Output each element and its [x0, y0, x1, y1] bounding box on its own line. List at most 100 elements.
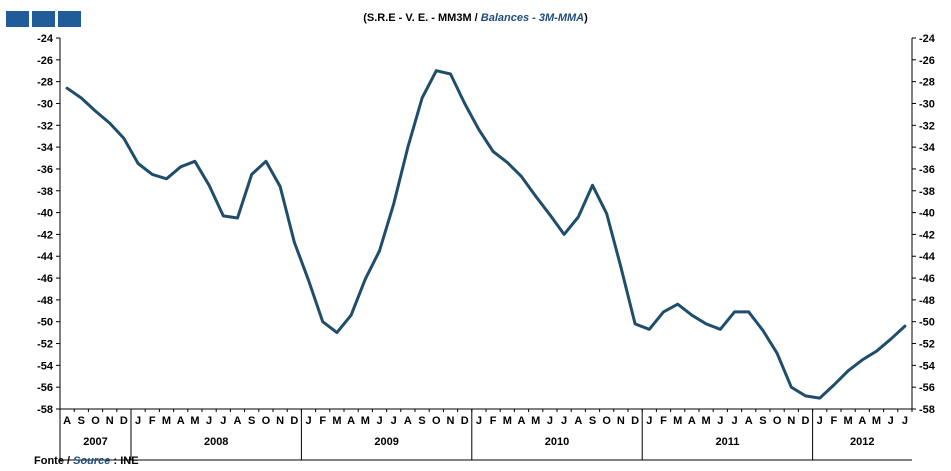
year-label: 2012 [850, 436, 874, 448]
y-tick-label-left: -40 [37, 208, 53, 220]
month-label: F [319, 415, 326, 427]
month-label: A [347, 415, 355, 427]
month-label: F [660, 415, 667, 427]
month-label: A [518, 415, 526, 427]
y-tick-label-right: -54 [919, 360, 936, 372]
y-tick-label-left: -24 [37, 33, 54, 45]
month-label: J [547, 415, 553, 427]
month-label: O [262, 415, 271, 427]
month-label: J [731, 415, 737, 427]
month-label: A [574, 415, 582, 427]
chart-title-close: ) [584, 12, 588, 24]
month-label: J [206, 415, 212, 427]
y-tick-label-right: -32 [919, 120, 935, 132]
y-tick-label-right: -36 [919, 164, 935, 176]
logo-block-3 [58, 11, 81, 27]
month-label: N [276, 415, 284, 427]
month-label: J [888, 415, 894, 427]
y-tick-label-right: -48 [919, 295, 935, 307]
source-separator: : [110, 455, 121, 467]
month-label: A [63, 415, 71, 427]
month-label: S [418, 415, 425, 427]
source-value: INE [120, 455, 139, 467]
source-label-en: Source [73, 455, 111, 467]
month-label: J [646, 415, 652, 427]
y-tick-label-left: -28 [37, 77, 53, 89]
y-tick-label-right: -50 [919, 317, 935, 329]
month-label: D [290, 415, 298, 427]
month-label: N [617, 415, 625, 427]
month-label: J [391, 415, 397, 427]
month-label: M [361, 415, 370, 427]
month-label: M [503, 415, 512, 427]
y-tick-label-left: -48 [37, 295, 53, 307]
month-label: F [831, 415, 838, 427]
month-label: D [120, 415, 128, 427]
y-tick-label-left: -30 [37, 98, 53, 110]
month-label: A [745, 415, 753, 427]
y-tick-label-left: -34 [37, 142, 54, 154]
month-label: D [802, 415, 810, 427]
logo-block-2 [32, 11, 55, 27]
month-label: J [220, 415, 226, 427]
y-tick-label-left: -26 [37, 55, 53, 67]
month-label: F [149, 415, 156, 427]
y-tick-label-right: -30 [919, 98, 935, 110]
month-label: M [190, 415, 199, 427]
month-label: M [702, 415, 711, 427]
month-label: F [490, 415, 497, 427]
month-label: A [234, 415, 242, 427]
y-tick-label-right: -44 [919, 251, 936, 263]
month-label: D [461, 415, 469, 427]
year-label: 2008 [204, 436, 228, 448]
y-tick-label-left: -42 [37, 229, 53, 241]
month-label: A [688, 415, 696, 427]
publisher-logo [6, 11, 81, 27]
month-label: J [817, 415, 823, 427]
month-label: J [476, 415, 482, 427]
year-label: 2011 [715, 436, 739, 448]
month-label: A [177, 415, 185, 427]
y-tick-label-right: -34 [919, 142, 936, 154]
month-label: S [78, 415, 85, 427]
y-tick-label-right: -28 [919, 77, 935, 89]
chart-title: (S.R.E - V. E. - MM3M / Balances - 3M-MM… [0, 12, 951, 24]
year-label: 2007 [83, 436, 107, 448]
y-tick-label-right: -58 [919, 404, 935, 416]
y-tick-label-left: -54 [37, 360, 54, 372]
month-label: S [759, 415, 766, 427]
month-label: J [717, 415, 723, 427]
month-label: S [248, 415, 255, 427]
month-label: N [447, 415, 455, 427]
source-note: Fonte / Source : INE [34, 455, 139, 467]
y-tick-label-right: -26 [919, 55, 935, 67]
y-tick-label-right: -46 [919, 273, 935, 285]
y-tick-label-right: -40 [919, 208, 935, 220]
logo-block-1 [6, 11, 29, 27]
y-tick-label-left: -36 [37, 164, 53, 176]
month-label: S [589, 415, 596, 427]
source-label-pt: Fonte / [34, 455, 74, 467]
month-label: J [902, 415, 908, 427]
month-label: A [404, 415, 412, 427]
y-tick-label-left: -58 [37, 404, 53, 416]
month-label: M [162, 415, 171, 427]
y-tick-label-right: -38 [919, 186, 935, 198]
month-label: N [106, 415, 114, 427]
y-tick-label-left: -32 [37, 120, 53, 132]
y-tick-label-right: -42 [919, 229, 935, 241]
y-tick-label-left: -46 [37, 273, 53, 285]
month-label: M [872, 415, 881, 427]
month-label: M [673, 415, 682, 427]
y-tick-label-left: -50 [37, 317, 53, 329]
month-label: J [376, 415, 382, 427]
y-tick-label-left: -44 [37, 251, 54, 263]
month-label: O [432, 415, 441, 427]
chart-title-pt: (S.R.E - V. E. - MM3M / [363, 12, 481, 24]
y-tick-label-right: -24 [919, 33, 936, 45]
month-label: O [773, 415, 782, 427]
year-label: 2009 [374, 436, 398, 448]
month-label: M [844, 415, 853, 427]
month-label: M [531, 415, 540, 427]
